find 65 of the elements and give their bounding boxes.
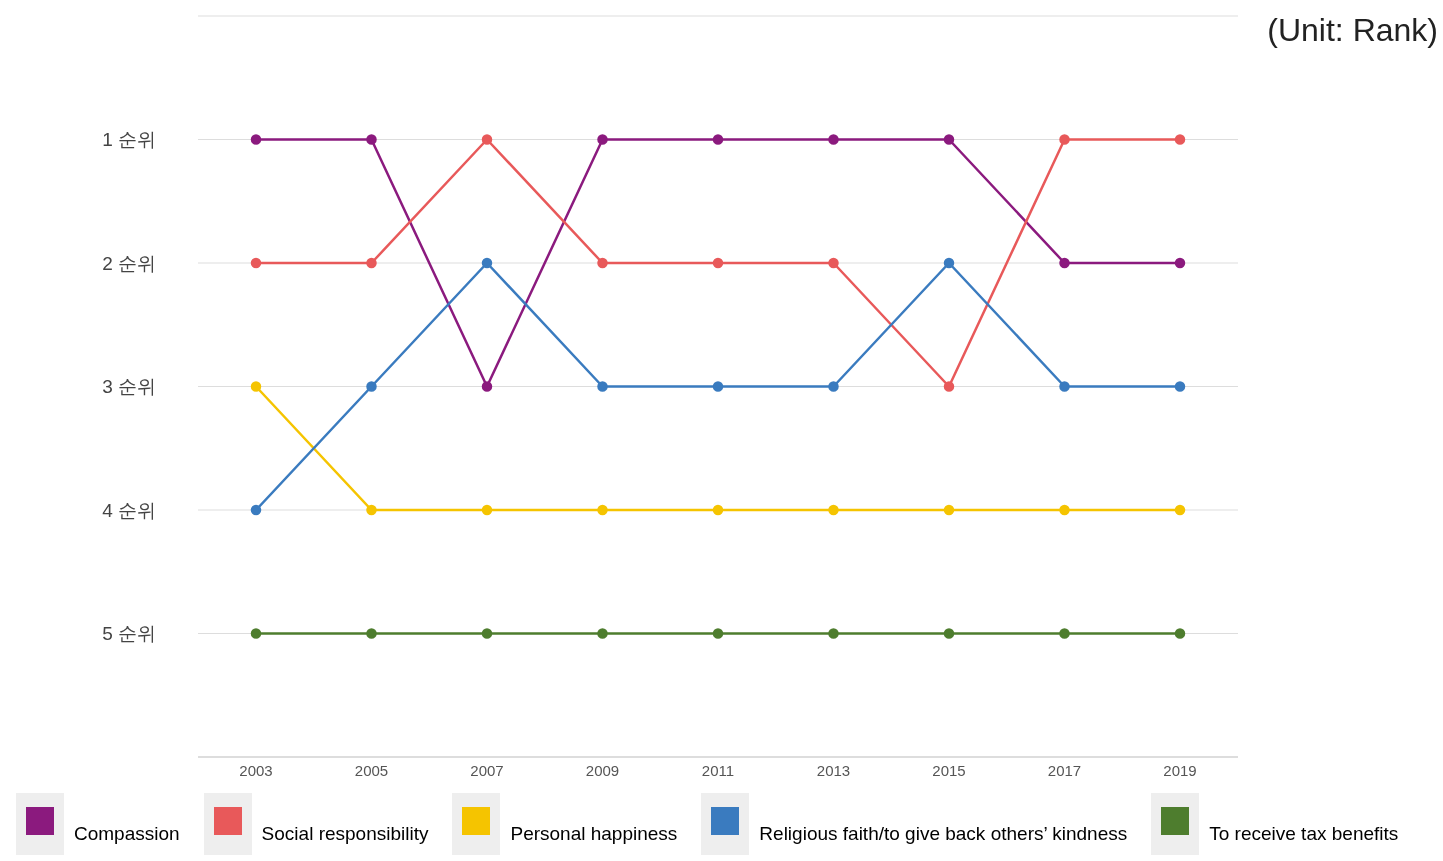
point bbox=[1059, 134, 1070, 145]
point bbox=[597, 628, 608, 639]
legend-label: Compassion bbox=[74, 823, 180, 846]
point bbox=[481, 628, 493, 639]
point bbox=[828, 257, 839, 269]
point bbox=[943, 628, 955, 639]
point bbox=[250, 134, 262, 145]
point bbox=[481, 381, 493, 392]
legend-label: Personal happiness bbox=[510, 823, 678, 846]
y-tick-label: 1 순위 bbox=[102, 129, 156, 151]
y-tick-label: 4 순위 bbox=[102, 499, 156, 521]
point bbox=[828, 134, 839, 145]
point bbox=[1059, 628, 1070, 639]
x-tick-label: 2005 bbox=[354, 761, 389, 779]
point bbox=[597, 134, 608, 145]
point bbox=[366, 628, 377, 639]
point bbox=[943, 504, 955, 516]
legend-label: To receive tax benefits bbox=[1209, 823, 1399, 846]
point bbox=[1174, 381, 1186, 392]
y-tick-label: 2 순위 bbox=[102, 252, 156, 274]
point bbox=[943, 257, 955, 269]
point bbox=[366, 381, 377, 392]
point bbox=[366, 134, 377, 145]
y-tick-label: 5 순위 bbox=[102, 623, 156, 645]
point bbox=[712, 134, 724, 145]
x-tick-label: 2015 bbox=[932, 761, 966, 779]
point bbox=[597, 257, 608, 269]
point bbox=[481, 257, 493, 269]
x-tick-label: 2013 bbox=[816, 761, 851, 779]
x-tick-label: 2009 bbox=[585, 761, 620, 779]
point bbox=[597, 381, 608, 392]
point bbox=[1174, 134, 1186, 145]
point bbox=[1174, 257, 1186, 269]
text: (Unit: Rank) bbox=[1267, 12, 1438, 49]
point bbox=[250, 257, 262, 269]
point bbox=[712, 257, 724, 269]
point bbox=[828, 381, 839, 392]
point bbox=[1059, 381, 1070, 392]
x-tick-label: 2019 bbox=[1163, 761, 1197, 779]
point bbox=[712, 381, 724, 392]
point bbox=[250, 628, 262, 639]
point bbox=[1174, 628, 1186, 639]
x-tick-label: 2003 bbox=[239, 761, 273, 779]
point bbox=[1174, 504, 1186, 516]
point bbox=[481, 504, 493, 516]
point bbox=[1059, 257, 1070, 269]
point bbox=[1059, 504, 1070, 516]
legend-label: Social responsibility bbox=[261, 823, 429, 846]
point bbox=[597, 504, 608, 516]
point bbox=[250, 381, 262, 392]
x-tick-label: 2007 bbox=[470, 761, 504, 779]
point bbox=[366, 257, 377, 269]
x-tick-label: 2017 bbox=[1047, 761, 1082, 779]
point bbox=[481, 134, 493, 145]
point bbox=[712, 628, 724, 639]
point bbox=[943, 381, 955, 392]
y-tick-label: 3 순위 bbox=[102, 376, 156, 398]
point bbox=[250, 504, 262, 516]
point bbox=[828, 628, 839, 639]
point bbox=[366, 504, 377, 516]
point bbox=[943, 134, 955, 145]
x-tick-label: 2011 bbox=[701, 761, 735, 779]
point bbox=[828, 504, 839, 516]
legend-label: Religious faith/to give back others’ kindness bbox=[759, 823, 1128, 846]
point bbox=[712, 504, 724, 516]
